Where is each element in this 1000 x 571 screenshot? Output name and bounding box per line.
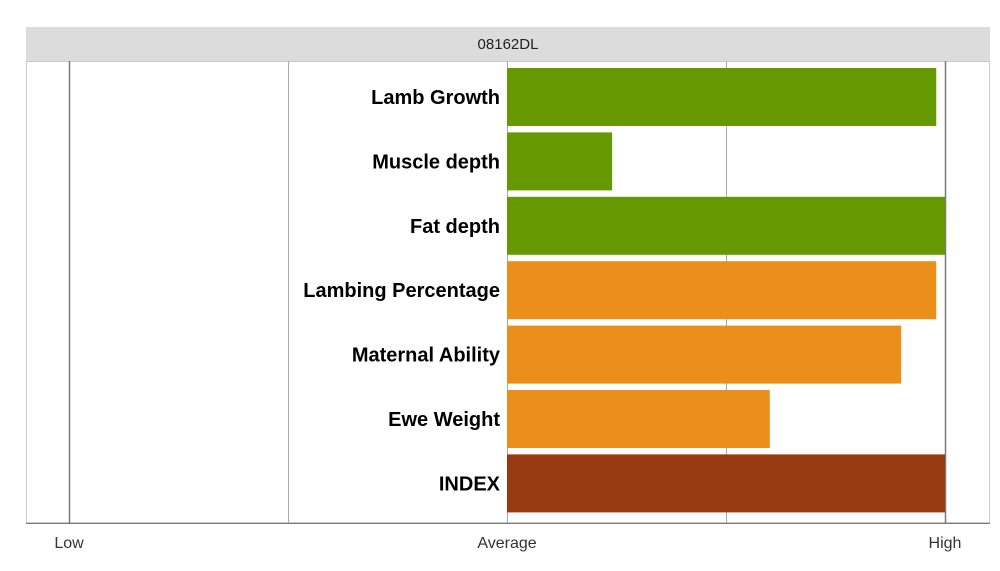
chart-title: 08162DL xyxy=(26,27,990,61)
category-label: Maternal Ability xyxy=(352,345,501,367)
bar-lambing-percentage xyxy=(507,261,937,320)
category-label: Lambing Percentage xyxy=(303,280,500,302)
category-label: Ewe Weight xyxy=(388,409,500,431)
category-label: Muscle depth xyxy=(372,151,500,173)
x-tick-label: Low xyxy=(54,535,84,552)
category-label: Lamb Growth xyxy=(371,87,500,109)
category-label: Fat depth xyxy=(410,216,500,238)
bar-fat-depth xyxy=(507,196,945,255)
bar-lamb-growth xyxy=(507,68,937,126)
category-label: INDEX xyxy=(439,473,501,495)
bar-muscle-depth xyxy=(507,132,613,191)
bar-ewe-weight xyxy=(507,390,770,448)
x-tick-label: Average xyxy=(477,535,536,552)
bar-index xyxy=(507,454,945,513)
bar-maternal-ability xyxy=(507,325,902,384)
x-tick-label: High xyxy=(929,535,962,552)
